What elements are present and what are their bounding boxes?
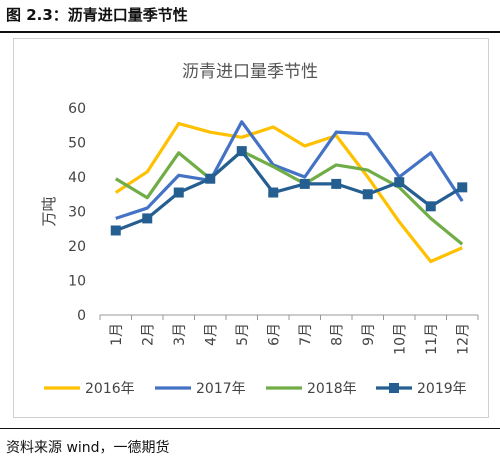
series-3	[110, 146, 468, 236]
data-point	[331, 178, 342, 189]
chart-frame: 沥青进口量季节性 万吨 0 10 20 30 40 50 60 1月 2月 3月 4月 5月 6月 7月…	[13, 38, 489, 418]
data-point	[299, 178, 310, 189]
y-axis-ticks: 0 10 20 30 40 50 60	[68, 101, 86, 324]
series-layer	[110, 120, 468, 264]
y-tick-label: 40	[68, 170, 86, 186]
series-1	[115, 120, 464, 220]
y-tick-label: 20	[68, 239, 86, 255]
data-point	[205, 173, 216, 184]
series-line	[115, 120, 464, 220]
data-point	[425, 201, 436, 212]
y-axis-label: 万吨	[40, 196, 58, 226]
y-tick-label: 0	[77, 308, 86, 324]
x-tick-label: 9月	[361, 323, 377, 346]
legend-item: 2018年	[266, 381, 357, 397]
x-axis-ticks: 1月 2月 3月 4月 5月 6月 7月 8月 9月 10月 11月 12月	[99, 315, 479, 355]
legend: 2016年 2017年 2018年 2019年	[44, 381, 467, 397]
data-point	[457, 182, 468, 193]
series-line	[114, 149, 464, 246]
y-tick-label: 10	[68, 274, 86, 290]
figure-title: 图 2.3：沥青进口量季节性	[6, 6, 188, 24]
y-tick-label: 30	[68, 205, 86, 221]
series-line	[115, 149, 464, 232]
x-tick-label: 10月	[392, 323, 408, 355]
y-tick-label: 50	[68, 136, 86, 152]
legend-item: 2017年	[155, 381, 246, 397]
data-point	[110, 225, 121, 236]
series-line	[114, 121, 463, 264]
x-tick-label: 7月	[298, 323, 314, 346]
chart-title: 沥青进口量季节性	[182, 62, 318, 82]
data-point	[362, 189, 373, 200]
x-tick-label: 4月	[203, 323, 219, 346]
legend-item: 2019年	[376, 381, 467, 397]
x-tick-label: 5月	[235, 323, 251, 346]
source-note: 资料来源 wind，一德期货	[6, 440, 170, 456]
legend-item: 2016年	[44, 381, 135, 397]
legend-label: 2016年	[85, 381, 135, 397]
y-tick-label: 60	[68, 101, 86, 117]
x-tick-label: 12月	[455, 323, 471, 355]
legend-label: 2018年	[307, 381, 357, 397]
legend-label: 2017年	[196, 381, 246, 397]
legend-label: 2019年	[417, 381, 467, 397]
x-tick-label: 1月	[109, 323, 125, 346]
x-tick-label: 8月	[329, 323, 345, 346]
data-point	[236, 146, 247, 157]
x-tick-label: 6月	[266, 323, 282, 346]
bottom-rule	[0, 428, 500, 429]
chart-svg: 沥青进口量季节性 万吨 0 10 20 30 40 50 60 1月 2月 3月 4月 5月 6月 7月…	[40, 62, 479, 397]
data-point	[142, 213, 153, 224]
legend-marker	[389, 383, 399, 393]
series-2	[114, 149, 464, 246]
top-rule	[0, 31, 500, 33]
data-point	[173, 187, 184, 198]
series-0	[114, 121, 463, 264]
data-point	[394, 177, 405, 188]
data-point	[268, 187, 279, 198]
x-tick-label: 2月	[140, 323, 156, 346]
x-tick-label: 11月	[424, 323, 440, 355]
x-tick-label: 3月	[172, 323, 188, 346]
